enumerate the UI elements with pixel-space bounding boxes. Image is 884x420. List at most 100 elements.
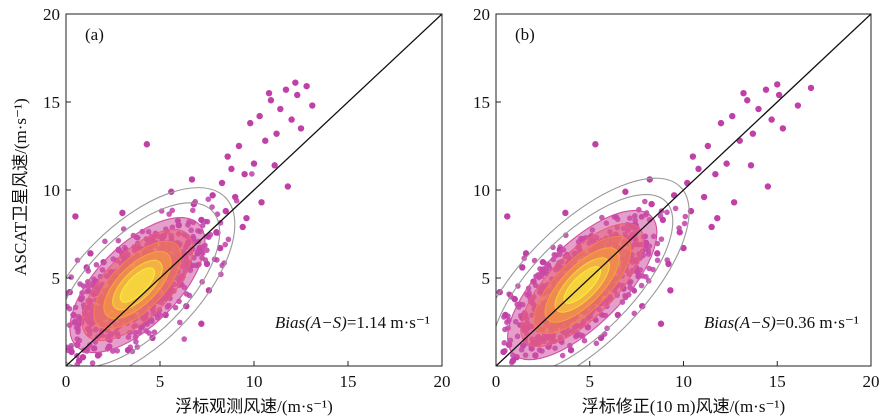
scatter-point bbox=[93, 261, 100, 268]
scatter-point bbox=[114, 347, 121, 354]
scatter-point bbox=[762, 86, 770, 93]
scatter-point bbox=[502, 326, 508, 333]
scatter-point bbox=[500, 348, 507, 356]
scatter-point bbox=[657, 320, 665, 327]
scatter-point bbox=[183, 302, 190, 310]
scatter-point bbox=[181, 336, 188, 342]
scatter-point bbox=[794, 102, 802, 109]
scatter-point bbox=[68, 348, 75, 356]
panel-a: 0 5 10 15 20 5 10 15 20 (a) Bias(A−S)=1.14 m·s⁻¹ 浮标… bbox=[43, 5, 451, 416]
plot-area bbox=[496, 14, 871, 366]
scatter-point bbox=[704, 142, 712, 150]
scatter-point bbox=[222, 207, 229, 215]
x-tick-label: 10 bbox=[675, 372, 692, 391]
shared-y-axis-label: ASCAT卫星风速/(m·s⁻¹) bbox=[11, 98, 30, 275]
scatter-point bbox=[250, 160, 258, 167]
scatter-point bbox=[204, 218, 211, 225]
scatter-point bbox=[681, 220, 688, 227]
scatter-point bbox=[604, 325, 610, 332]
x-axis-label: 浮标观测风速/(m·s⁻¹) bbox=[175, 397, 333, 416]
scatter-point bbox=[225, 236, 232, 243]
scatter-point bbox=[166, 211, 172, 217]
scatter-point bbox=[559, 352, 566, 359]
scatter-point bbox=[190, 207, 196, 214]
scatter-point bbox=[665, 260, 672, 268]
scatter-point bbox=[689, 153, 697, 160]
scatter-point bbox=[249, 171, 255, 177]
scatter-point bbox=[764, 183, 772, 190]
scatter-point bbox=[66, 306, 73, 312]
scatter-point bbox=[216, 244, 224, 252]
scatter-point bbox=[659, 216, 667, 224]
scatter-point bbox=[700, 193, 708, 201]
scatter-point bbox=[519, 264, 526, 271]
scatter-point bbox=[297, 125, 305, 132]
scatter-point bbox=[124, 346, 132, 354]
scatter-point bbox=[502, 311, 509, 319]
scatter-point bbox=[288, 116, 295, 123]
scatter-point bbox=[638, 282, 645, 289]
scatter-point bbox=[68, 274, 74, 280]
x-tick-label: 0 bbox=[62, 372, 71, 391]
scatter-point bbox=[232, 193, 239, 201]
scatter-point bbox=[265, 90, 273, 97]
scatter-point bbox=[723, 160, 730, 167]
scatter-point bbox=[676, 229, 683, 236]
scatter-point bbox=[775, 91, 783, 99]
x-tick-label: 0 bbox=[492, 372, 501, 391]
scatter-point bbox=[243, 214, 250, 222]
scatter-point bbox=[102, 238, 108, 245]
scatter-point bbox=[190, 200, 198, 208]
scatter-point bbox=[714, 214, 721, 222]
scatter-point bbox=[717, 119, 725, 127]
scatter-point bbox=[282, 86, 290, 93]
scatter-point bbox=[74, 257, 81, 264]
scatter-point bbox=[239, 223, 246, 231]
density-contour bbox=[496, 177, 690, 366]
density-contour bbox=[496, 193, 674, 366]
scatter-point bbox=[539, 258, 547, 266]
scatter-point bbox=[654, 250, 661, 257]
scatter-point bbox=[749, 130, 757, 137]
scatter-point bbox=[593, 340, 600, 347]
scatter-point bbox=[284, 183, 292, 190]
bias-annotation: Bias(A−S)=0.36 m·s⁻¹ bbox=[704, 313, 859, 332]
scatter-point bbox=[622, 188, 629, 195]
scatter-point bbox=[504, 213, 511, 220]
scatter-point bbox=[521, 255, 528, 262]
bias-annotation-value: =1.14 m·s⁻¹ bbox=[347, 313, 430, 332]
scatter-point bbox=[205, 287, 213, 294]
scatter-point bbox=[667, 287, 674, 294]
scatter-point bbox=[183, 291, 190, 297]
scatter-point bbox=[218, 179, 226, 187]
scatter-point bbox=[712, 170, 719, 178]
scatter-point bbox=[639, 302, 646, 310]
density-contour bbox=[119, 267, 156, 303]
scatter-point bbox=[581, 337, 588, 344]
scatter-point bbox=[294, 91, 301, 99]
scatter-point bbox=[115, 237, 122, 244]
scatter-point bbox=[631, 288, 638, 294]
scatter-point bbox=[176, 319, 183, 326]
scatter-point bbox=[198, 216, 205, 224]
bias-annotation-label: Bias(A−S) bbox=[275, 313, 347, 332]
scatter-point bbox=[511, 295, 518, 303]
x-tick-label: 15 bbox=[769, 372, 786, 391]
scatter-point bbox=[729, 112, 736, 120]
scatter-point bbox=[198, 320, 205, 327]
scatter-point bbox=[774, 81, 781, 88]
scatter-point bbox=[768, 116, 775, 123]
x-tick-label: 20 bbox=[863, 372, 880, 391]
scatter-point bbox=[235, 142, 243, 150]
scatter-point bbox=[504, 319, 510, 326]
scatter-point bbox=[228, 165, 235, 173]
scatter-point bbox=[672, 205, 679, 212]
scatter-point bbox=[303, 82, 310, 90]
density-contour bbox=[66, 187, 236, 366]
scatter-point bbox=[134, 344, 141, 350]
scatter-point bbox=[740, 90, 747, 97]
scatter-point bbox=[658, 236, 665, 242]
panel-label: (a) bbox=[85, 25, 104, 44]
panel-label: (b) bbox=[515, 25, 535, 44]
y-tick-label: 5 bbox=[52, 269, 61, 288]
